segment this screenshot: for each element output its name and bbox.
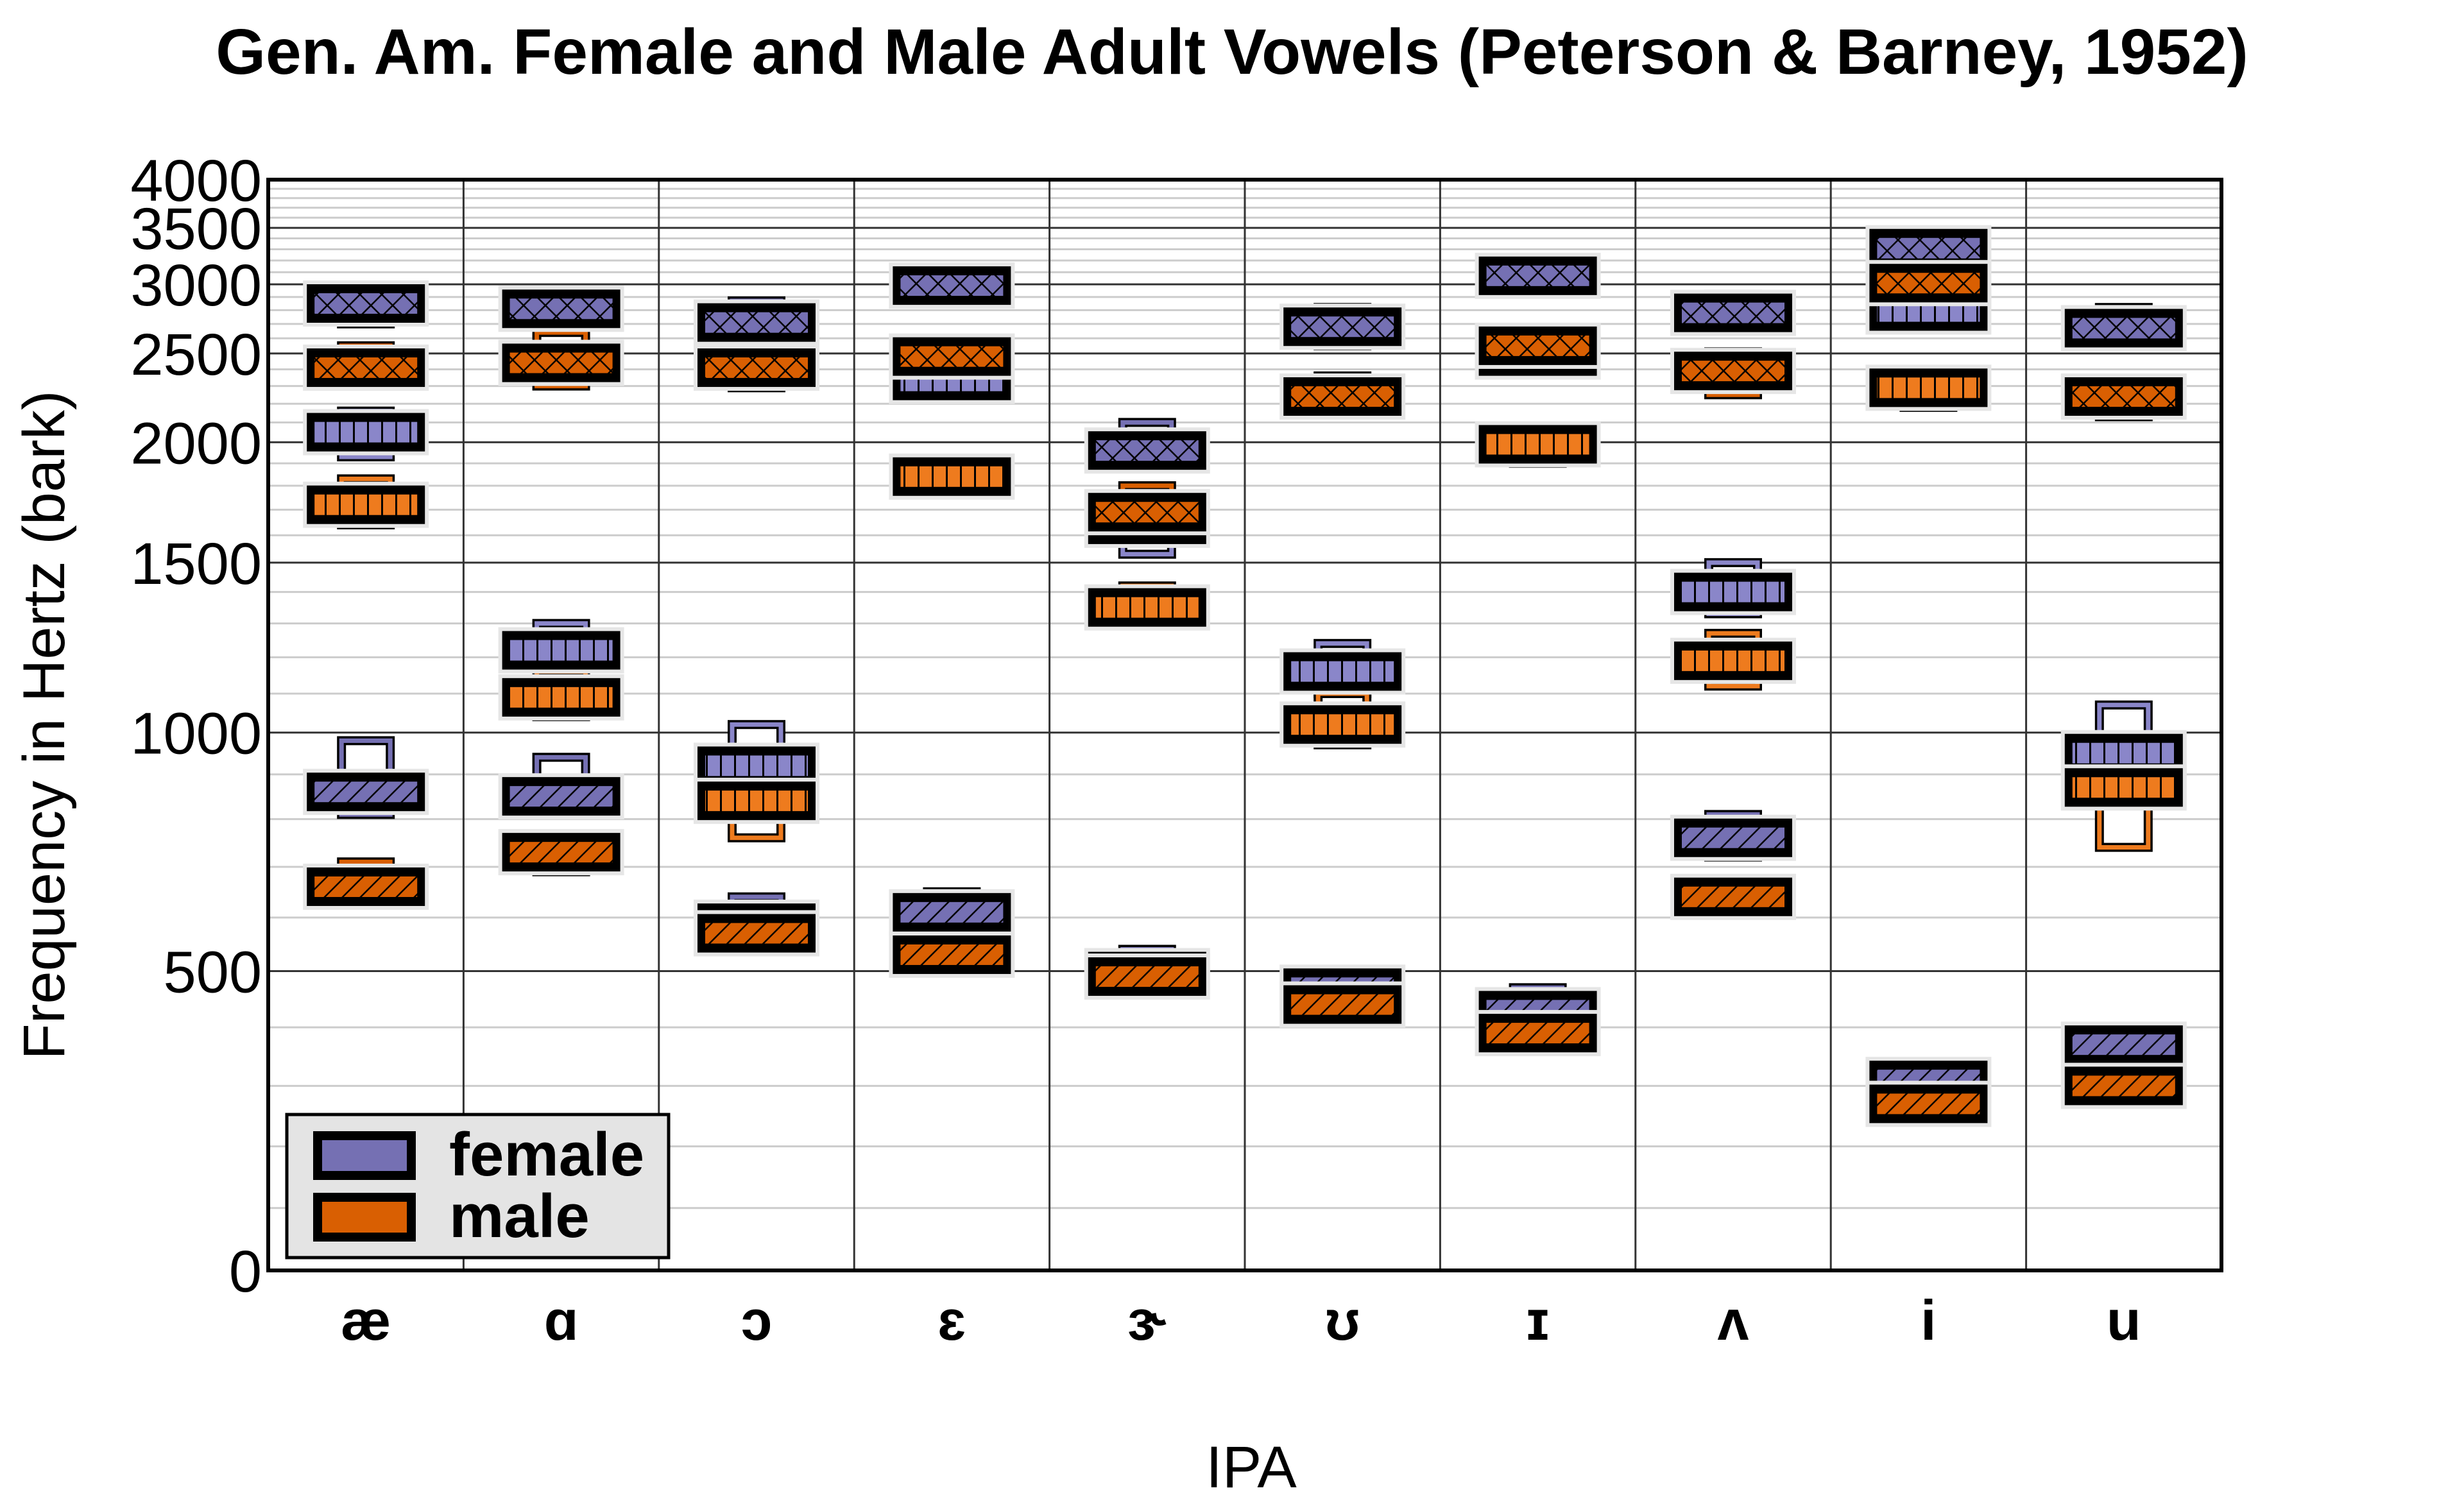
female-F2-box-fill (2072, 742, 2175, 764)
legend-swatch-female (313, 1131, 416, 1180)
male-F2-box-fill (1682, 650, 1784, 671)
female-F1-box-fill (509, 786, 613, 807)
male-F1-box-fill (1877, 1093, 1980, 1115)
male-F3-box-fill (705, 357, 808, 379)
male-F2-box-fill (900, 466, 1004, 487)
x-tick-label: ɛ (938, 1288, 966, 1352)
male-F2-box-fill (1291, 714, 1394, 735)
female-F1-box-fill (314, 782, 418, 803)
female-F3-box-fill (1291, 316, 1394, 337)
female-F3-box-fill (1095, 440, 1199, 461)
male-F2-box-fill (705, 790, 808, 812)
male-F1-box-fill (2072, 1075, 2175, 1097)
y-tick-label: 3000 (130, 253, 262, 318)
female-F2-box-fill (509, 640, 613, 661)
male-F1-box-fill (509, 842, 613, 863)
male-F1-box-fill (1486, 1023, 1589, 1044)
y-tick-label: 1500 (130, 531, 262, 597)
male-F3-box-fill (509, 352, 613, 373)
female-F3-box-fill (900, 275, 1004, 296)
plot-frame (266, 178, 2223, 1272)
male-F3-box-fill (1095, 502, 1199, 523)
male-F2-box-fill (509, 687, 613, 708)
female-F3-box-fill (314, 293, 418, 314)
female-F3-box-fill (705, 312, 808, 333)
y-tick-label: 1000 (130, 701, 262, 767)
x-tick-label: i (1921, 1288, 1936, 1352)
male-F1-box-fill (1682, 886, 1784, 907)
male-F2-box-fill (1095, 597, 1199, 618)
y-tick-label: 0 (229, 1239, 262, 1304)
male-F3-box-fill (1682, 361, 1784, 382)
mean-boxes (303, 225, 2187, 1127)
female-F3-box-fill (2072, 318, 2175, 339)
female-F2-box-fill (705, 755, 808, 776)
x-tick-label: ɪ (1527, 1288, 1550, 1352)
y-tick-label: 2500 (130, 322, 262, 388)
chart-title: Gen. Am. Female and Male Adult Vowels (P… (216, 16, 2248, 88)
male-F3-box-fill (1291, 386, 1394, 407)
male-F1-box-fill (314, 876, 418, 897)
y-axis-label: Frequency in Hertz (bark) (12, 391, 77, 1060)
female-F2-box-fill (1291, 661, 1394, 682)
y-tick-label: 4000 (130, 148, 262, 214)
x-axis-label: IPA (1206, 1435, 1297, 1495)
female-F3-box-fill (1486, 265, 1589, 286)
x-tick-label: ʊ (1325, 1288, 1360, 1352)
x-tick-label: æ (341, 1288, 391, 1352)
x-tick-label: ʌ (1718, 1288, 1749, 1352)
legend-label-male: male (449, 1182, 590, 1251)
male-F1-box-fill (900, 944, 1004, 965)
female-F3-box-fill (1877, 237, 1980, 259)
male-F2-box-fill (314, 494, 418, 515)
male-F2-box-fill (1877, 377, 1980, 398)
y-tick-label: 500 (164, 939, 262, 1005)
x-tick-label: ɔ (741, 1288, 773, 1352)
legend: female male (285, 1113, 671, 1260)
male-F2-box-fill (2072, 777, 2175, 798)
female-F1-box-fill (2072, 1034, 2175, 1055)
male-F1-box-fill (1095, 966, 1199, 987)
female-F1-box-fill (1682, 827, 1784, 848)
female-F2-box-fill (314, 422, 418, 443)
x-tick-label: ɑ (544, 1288, 579, 1352)
female-F3-box-fill (1682, 302, 1784, 323)
female-F3-box-fill (509, 298, 613, 320)
y-tick-label: 2000 (130, 411, 262, 476)
female-F2-box-fill (1682, 581, 1784, 602)
x-tick-label: ɝ (1127, 1288, 1167, 1352)
male-F1-box-fill (705, 923, 808, 944)
male-F2-box-fill (1486, 434, 1589, 455)
legend-label-female: female (449, 1120, 644, 1189)
male-F3-box-fill (900, 346, 1004, 367)
male-F1-box-fill (1291, 994, 1394, 1015)
male-F3-box-fill (1486, 335, 1589, 356)
legend-swatch-male (313, 1193, 416, 1242)
male-F3-box-fill (1877, 273, 1980, 294)
male-F3-box-fill (2072, 386, 2175, 407)
x-tick-label: u (2107, 1288, 2141, 1352)
female-F1-box-fill (900, 901, 1004, 923)
y-tick-label: 3500 (130, 196, 262, 262)
male-F3-box-fill (314, 357, 418, 379)
